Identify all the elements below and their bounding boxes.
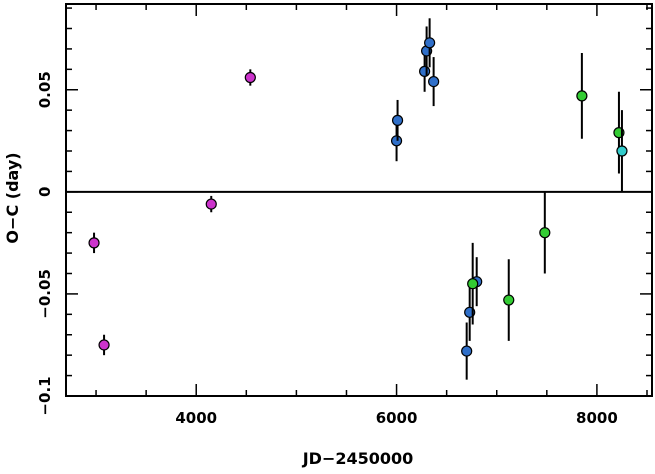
y-tick-label: −0.1	[36, 376, 54, 415]
data-marker	[428, 75, 440, 88]
data-point	[88, 232, 100, 254]
data-point	[98, 334, 110, 356]
y-tick-label: −0.05	[36, 269, 54, 319]
data-point	[428, 57, 440, 107]
data-marker	[503, 294, 515, 306]
data-marker	[467, 278, 479, 290]
data-point	[467, 242, 479, 325]
data-point	[391, 99, 404, 141]
marks-layer	[88, 18, 628, 380]
y-tick-label: 0.05	[36, 71, 54, 108]
data-point	[616, 110, 628, 192]
data-marker	[390, 135, 403, 147]
data-marker	[576, 90, 588, 102]
data-point	[244, 69, 256, 86]
data-marker	[616, 145, 628, 157]
data-point	[390, 120, 403, 162]
x-tick-label: 4000	[175, 409, 217, 427]
data-point	[461, 322, 473, 380]
data-point	[576, 53, 588, 139]
axes-layer: 4000 6000 8000 −0.1 −0.05 0 0.05	[36, 3, 653, 427]
data-marker	[244, 71, 256, 84]
data-marker	[391, 114, 404, 126]
x-axis-label: JD−2450000	[302, 449, 414, 468]
data-point	[539, 191, 551, 274]
data-marker	[419, 65, 431, 77]
data-marker	[98, 339, 110, 351]
data-point	[419, 50, 431, 92]
data-point	[424, 18, 436, 68]
data-point	[503, 259, 515, 341]
data-marker	[88, 237, 100, 249]
data-marker	[424, 37, 436, 49]
data-point	[205, 195, 217, 213]
x-tick-label: 8000	[576, 409, 618, 427]
plot-frame	[65, 3, 653, 397]
data-marker	[539, 227, 551, 239]
y-axis-label: O−C (day)	[3, 152, 22, 243]
x-tick-label: 6000	[376, 409, 418, 427]
data-marker	[205, 198, 217, 210]
y-tick-label: 0	[36, 187, 54, 197]
data-marker	[461, 345, 473, 357]
